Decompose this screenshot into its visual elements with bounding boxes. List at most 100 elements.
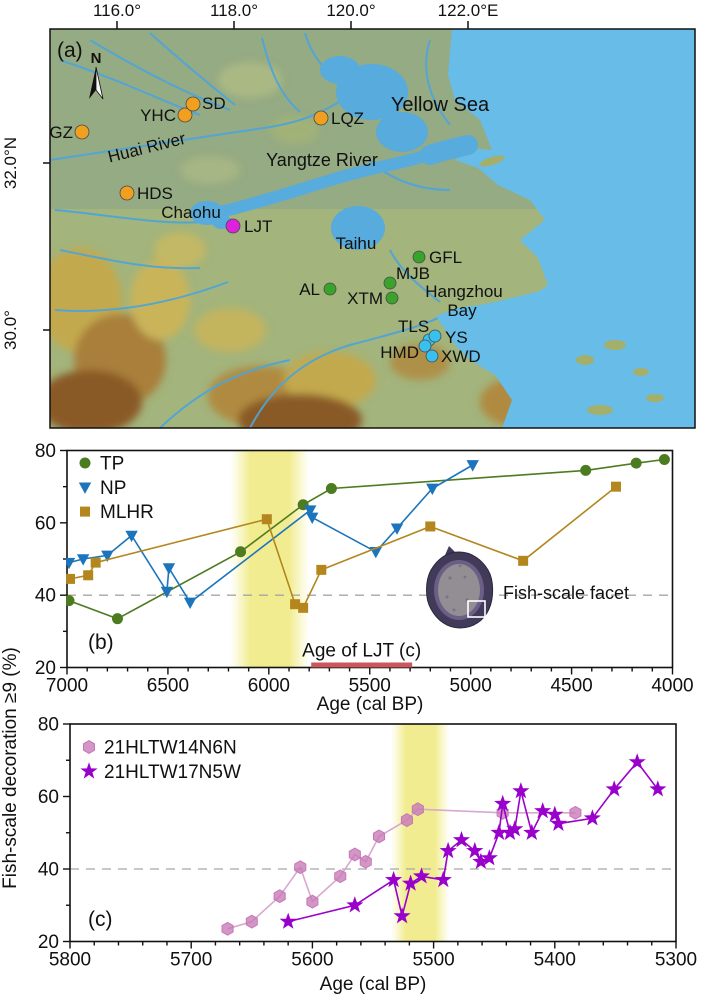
data-point [125, 530, 138, 543]
legend-label-NP: NP [100, 478, 126, 499]
data-point [512, 782, 530, 799]
chart-b-x-axis-title: Age (cal BP) [317, 694, 424, 715]
y-axis: 20 40 60 80 [38, 715, 70, 953]
legend-label-MLHR: MLHR [100, 502, 154, 523]
data-point [306, 512, 319, 525]
map-longitude-label: 118.0° [210, 1, 258, 20]
site-label-ljt: LJT [244, 217, 272, 236]
data-point [80, 506, 90, 517]
y-tick-label: 40 [35, 586, 56, 607]
site-marker-ljt [225, 218, 241, 234]
data-point [298, 602, 309, 613]
data-point [304, 505, 317, 517]
data-point [348, 847, 361, 862]
data-point [316, 564, 327, 575]
data-point [411, 802, 424, 817]
map-frame [49, 28, 696, 429]
x-axis: 5800 5700 5600 5500 5400 5300 [49, 941, 697, 971]
y-tick-label: 20 [38, 932, 59, 953]
data-point [66, 595, 75, 607]
series-MLHR [66, 481, 621, 613]
map-graticule-labels: 116.0° 118.0° 120.0° 122.0°E 32.0°N 30.0° [1, 1, 498, 350]
x-tick-label: 5400 [534, 950, 576, 971]
data-point [412, 867, 430, 884]
data-point [523, 823, 541, 840]
site-label-sd: SD [202, 94, 226, 113]
site-label-hds: HDS [137, 184, 173, 203]
data-point [290, 599, 301, 610]
series-TP [66, 454, 670, 625]
shared-y-axis-label: Fish-scale decoration ≥9 (%) [0, 647, 21, 889]
chart-c-x-axis-title: Age (cal BP) [320, 974, 427, 995]
series-NP [66, 460, 479, 609]
panel-a-label: (a) [57, 39, 83, 62]
islands [479, 155, 664, 415]
water-label: Chaohu [161, 203, 221, 222]
site-marker-hds [119, 185, 135, 201]
series-line [288, 760, 659, 923]
series-line [68, 458, 665, 620]
site-marker-xwd [425, 349, 439, 363]
chart-b-panel: 7000 6500 6000 5500 5000 4500 4000 20 40 60 80 TP NP… [35, 441, 694, 697]
site-marker-yhc [177, 107, 193, 123]
data-point [325, 482, 337, 494]
data-point [649, 780, 667, 797]
data-point [183, 597, 197, 609]
panel-b-label: (b) [88, 631, 114, 654]
map-longitude-label: 116.0° [93, 1, 141, 20]
data-point [66, 573, 76, 584]
site-marker-ys [428, 329, 442, 343]
data-point [605, 780, 623, 797]
site-marker-xtm [385, 291, 399, 305]
site-marker-gfl [412, 250, 426, 264]
data-point [79, 457, 91, 469]
site-marker-mjb [383, 276, 397, 290]
highlight-band [391, 724, 450, 942]
north-arrow: N [89, 50, 104, 100]
x-tick-label: 7000 [46, 676, 88, 697]
data-point [628, 753, 646, 770]
water-label: Yellow Sea [391, 94, 490, 116]
data-point [221, 921, 234, 936]
data-point [273, 889, 286, 904]
x-tick-label: 5000 [450, 676, 492, 697]
data-point [83, 740, 95, 754]
data-point [111, 613, 123, 625]
data-point [630, 457, 642, 469]
data-point [306, 894, 319, 909]
data-point [390, 523, 404, 535]
data-point [472, 852, 490, 869]
data-point [490, 823, 508, 840]
data-point [480, 849, 498, 866]
x-tick-label: 5800 [49, 950, 91, 971]
x-tick-label: 6500 [147, 676, 189, 697]
site-marker-hmd [418, 339, 432, 353]
x-tick-label: 5300 [655, 950, 697, 971]
water-label: Hangzhou [425, 282, 503, 301]
map-terrain [50, 29, 695, 428]
fish-scale-facet-label: Fish-scale facet [503, 583, 629, 603]
data-point [546, 805, 564, 822]
legend-label-21HLTW14N6N: 21HLTW14N6N [104, 738, 237, 759]
y-tick-label: 60 [38, 787, 59, 808]
series-21HLTW14N6N [221, 802, 582, 936]
data-point [90, 557, 101, 568]
data-point [610, 481, 621, 492]
data-point [76, 554, 90, 566]
site-label-al: AL [299, 280, 320, 299]
x-tick-label: 5700 [170, 950, 212, 971]
data-point [385, 870, 403, 888]
map-longitude-label: 122.0°E [438, 1, 499, 20]
water-label: Taihu [336, 234, 377, 253]
legend: TP NP MLHR [78, 454, 154, 523]
x-tick-label: 4000 [651, 676, 693, 697]
site-label-hmd: HMD [380, 343, 419, 362]
age-of-ljt-bar [311, 662, 413, 668]
data-point [506, 820, 524, 837]
y-tick-label: 40 [38, 860, 59, 881]
x-tick-label: 5600 [291, 950, 333, 971]
data-point [400, 813, 413, 828]
data-point [583, 809, 601, 826]
site-label-xwd: XWD [441, 347, 481, 366]
data-point [466, 841, 484, 859]
